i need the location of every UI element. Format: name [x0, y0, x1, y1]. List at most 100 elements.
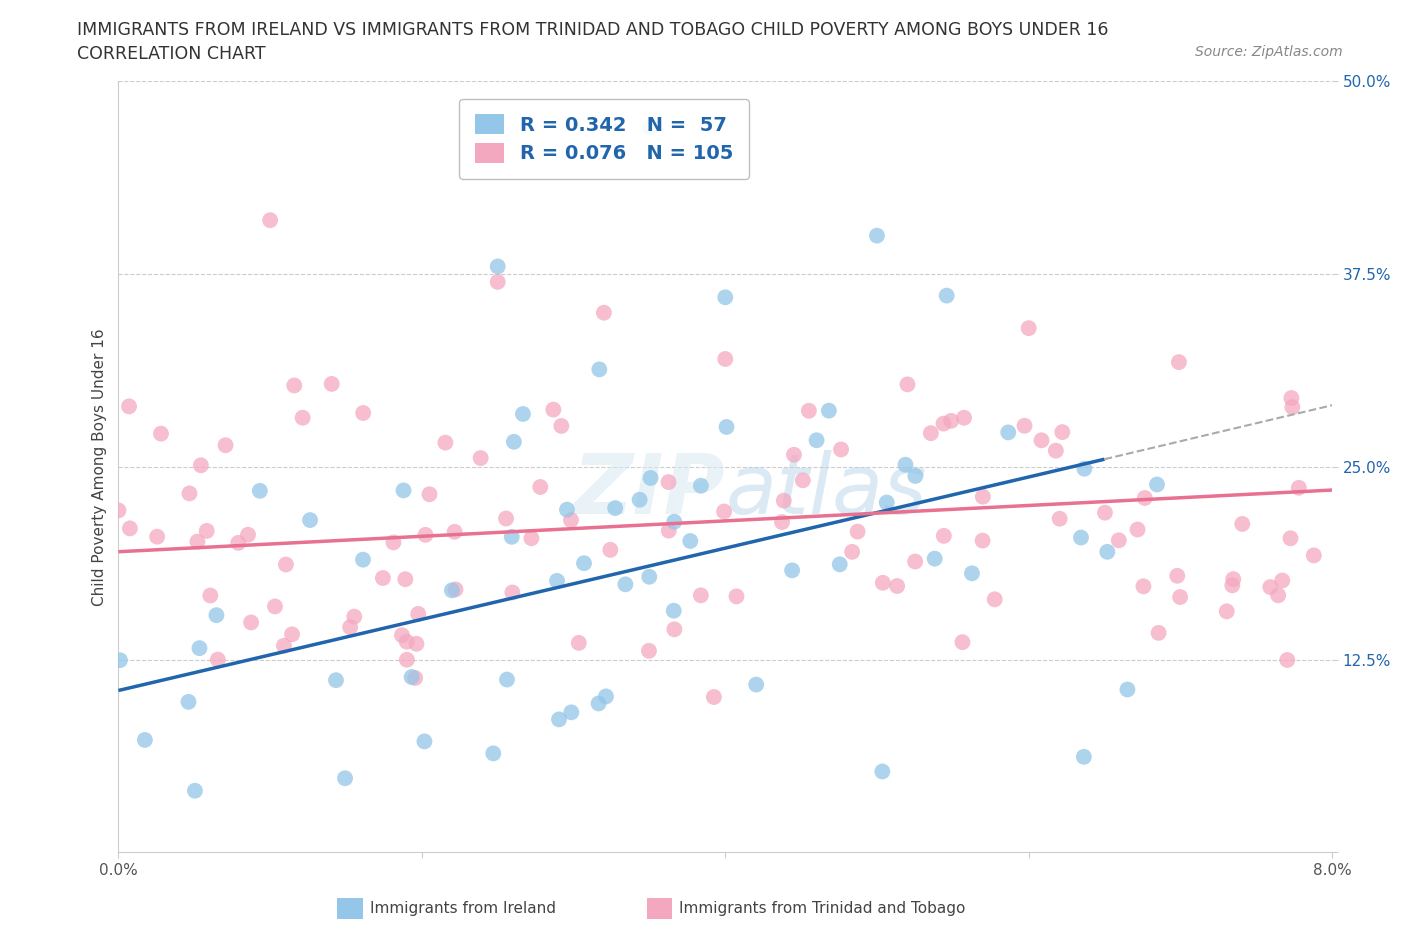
Point — [444, 582, 467, 597]
Point — [107, 503, 129, 518]
Point — [236, 527, 259, 542]
Point — [502, 434, 524, 449]
Point — [482, 746, 505, 761]
Point — [283, 378, 305, 392]
Point — [1267, 588, 1289, 603]
Point — [240, 615, 263, 630]
Point — [1018, 321, 1040, 336]
Point — [188, 641, 211, 656]
Point — [797, 404, 820, 418]
Text: ZIP: ZIP — [572, 449, 725, 530]
Point — [896, 377, 918, 392]
Point — [1168, 354, 1191, 369]
Point — [259, 213, 281, 228]
Point — [1220, 578, 1243, 592]
Point — [830, 442, 852, 457]
Point — [1258, 579, 1281, 594]
Point — [149, 426, 172, 441]
Point — [382, 535, 405, 550]
Point — [1045, 444, 1067, 458]
Point — [713, 504, 735, 519]
Point — [146, 529, 169, 544]
Point — [418, 486, 440, 501]
Point — [179, 486, 201, 501]
Point — [404, 671, 426, 685]
Point — [1166, 568, 1188, 583]
Point — [249, 484, 271, 498]
Point — [392, 483, 415, 498]
Point — [1014, 418, 1036, 433]
Point — [939, 414, 962, 429]
Text: atlas: atlas — [725, 449, 927, 530]
Point — [405, 636, 427, 651]
Point — [281, 627, 304, 642]
Point — [1097, 544, 1119, 559]
Point — [614, 577, 637, 591]
Point — [932, 416, 955, 431]
Point — [325, 672, 347, 687]
Point — [550, 418, 572, 433]
Point — [1302, 548, 1324, 563]
Point — [555, 502, 578, 517]
Point — [543, 402, 565, 417]
Point — [560, 512, 582, 527]
Point — [415, 527, 437, 542]
Point — [406, 606, 429, 621]
Point — [972, 489, 994, 504]
Point — [588, 696, 610, 711]
Text: Immigrants from Trinidad and Tobago: Immigrants from Trinidad and Tobago — [679, 901, 966, 916]
Point — [118, 521, 141, 536]
Point — [1116, 682, 1139, 697]
Point — [664, 622, 686, 637]
Point — [501, 585, 523, 600]
Point — [638, 569, 661, 584]
Point — [195, 524, 218, 538]
Point — [595, 689, 617, 704]
Point — [1049, 512, 1071, 526]
Point — [226, 536, 249, 551]
Point — [716, 419, 738, 434]
Point — [118, 399, 141, 414]
Point — [291, 410, 314, 425]
Point — [818, 404, 841, 418]
Point — [658, 524, 681, 538]
Point — [391, 628, 413, 643]
Point — [664, 514, 686, 529]
Point — [846, 525, 869, 539]
Point — [496, 672, 519, 687]
Text: Immigrants from Ireland: Immigrants from Ireland — [370, 901, 555, 916]
Point — [434, 435, 457, 450]
Point — [841, 544, 863, 559]
Point — [572, 556, 595, 571]
Point — [186, 534, 208, 549]
Point — [714, 290, 737, 305]
Text: CORRELATION CHART: CORRELATION CHART — [77, 45, 266, 62]
Point — [486, 274, 509, 289]
Point — [640, 471, 662, 485]
Point — [470, 450, 492, 465]
Point — [395, 652, 418, 667]
Point — [321, 377, 343, 392]
Point — [593, 305, 616, 320]
Point — [501, 529, 523, 544]
Point — [205, 607, 228, 622]
Point — [657, 474, 679, 489]
Point — [792, 472, 814, 487]
Point — [972, 533, 994, 548]
Point — [1232, 516, 1254, 531]
Point — [1216, 604, 1239, 618]
Point — [1147, 625, 1170, 640]
Point — [343, 609, 366, 624]
Point — [904, 469, 927, 484]
Point — [872, 576, 894, 591]
Point — [714, 352, 737, 366]
Point — [1288, 480, 1310, 495]
Point — [932, 528, 955, 543]
Point — [529, 480, 551, 495]
Point — [703, 690, 725, 705]
Point — [401, 670, 423, 684]
Point — [690, 478, 713, 493]
Point — [725, 589, 748, 604]
Point — [997, 425, 1019, 440]
Point — [200, 588, 222, 603]
